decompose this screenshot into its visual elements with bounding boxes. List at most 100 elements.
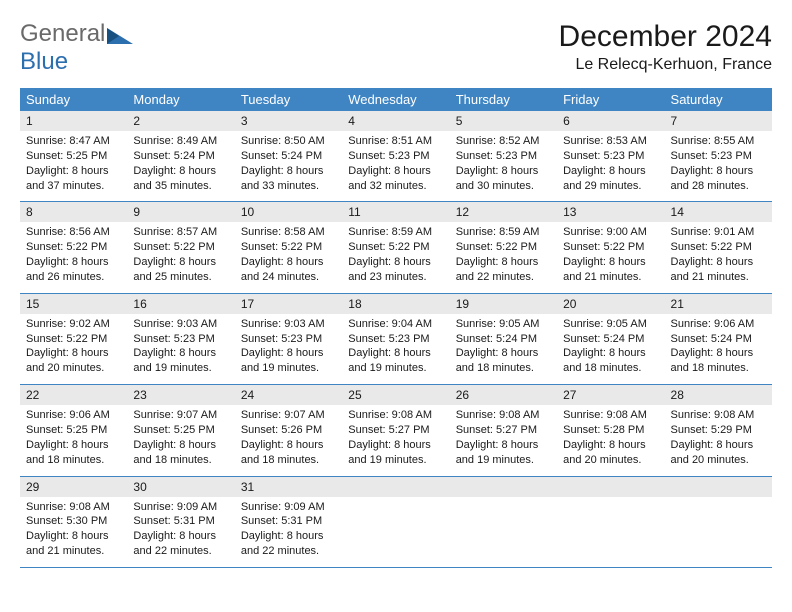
- day-body: Sunrise: 8:58 AMSunset: 5:22 PMDaylight:…: [235, 222, 342, 292]
- day-number: 29: [20, 477, 127, 497]
- calendar-table: SundayMondayTuesdayWednesdayThursdayFrid…: [20, 88, 772, 568]
- calendar-day-cell: 28Sunrise: 9:08 AMSunset: 5:29 PMDayligh…: [665, 385, 772, 476]
- day-body: Sunrise: 9:08 AMSunset: 5:27 PMDaylight:…: [450, 405, 557, 475]
- day-number: 24: [235, 385, 342, 405]
- calendar-week-row: 15Sunrise: 9:02 AMSunset: 5:22 PMDayligh…: [20, 293, 772, 384]
- calendar-day-cell: 6Sunrise: 8:53 AMSunset: 5:23 PMDaylight…: [557, 111, 664, 202]
- day-body: Sunrise: 9:03 AMSunset: 5:23 PMDaylight:…: [127, 314, 234, 384]
- day-number: 31: [235, 477, 342, 497]
- calendar-day-cell: 29Sunrise: 9:08 AMSunset: 5:30 PMDayligh…: [20, 476, 127, 567]
- calendar-day-cell: 9Sunrise: 8:57 AMSunset: 5:22 PMDaylight…: [127, 202, 234, 293]
- day-number: 20: [557, 294, 664, 314]
- day-number: 30: [127, 477, 234, 497]
- calendar-week-row: 29Sunrise: 9:08 AMSunset: 5:30 PMDayligh…: [20, 476, 772, 567]
- calendar-day-cell: 8Sunrise: 8:56 AMSunset: 5:22 PMDaylight…: [20, 202, 127, 293]
- day-body: Sunrise: 9:08 AMSunset: 5:27 PMDaylight:…: [342, 405, 449, 475]
- calendar-day-cell: 1Sunrise: 8:47 AMSunset: 5:25 PMDaylight…: [20, 111, 127, 202]
- day-number: 3: [235, 111, 342, 131]
- day-number: [557, 477, 664, 497]
- calendar-page: General Blue December 2024 Le Relecq-Ker…: [0, 0, 792, 578]
- day-body: [342, 497, 449, 553]
- calendar-day-cell: 23Sunrise: 9:07 AMSunset: 5:25 PMDayligh…: [127, 385, 234, 476]
- day-body: Sunrise: 8:56 AMSunset: 5:22 PMDaylight:…: [20, 222, 127, 292]
- calendar-day-cell: 18Sunrise: 9:04 AMSunset: 5:23 PMDayligh…: [342, 293, 449, 384]
- calendar-day-cell: [557, 476, 664, 567]
- calendar-day-cell: 21Sunrise: 9:06 AMSunset: 5:24 PMDayligh…: [665, 293, 772, 384]
- calendar-day-cell: 2Sunrise: 8:49 AMSunset: 5:24 PMDaylight…: [127, 111, 234, 202]
- calendar-day-cell: 3Sunrise: 8:50 AMSunset: 5:24 PMDaylight…: [235, 111, 342, 202]
- page-subtitle: Le Relecq-Kerhuon, France: [559, 56, 772, 74]
- calendar-day-cell: 11Sunrise: 8:59 AMSunset: 5:22 PMDayligh…: [342, 202, 449, 293]
- day-number: 21: [665, 294, 772, 314]
- logo-word-1: General: [20, 20, 105, 47]
- day-body: Sunrise: 8:49 AMSunset: 5:24 PMDaylight:…: [127, 131, 234, 201]
- day-body: Sunrise: 8:47 AMSunset: 5:25 PMDaylight:…: [20, 131, 127, 201]
- day-body: Sunrise: 8:55 AMSunset: 5:23 PMDaylight:…: [665, 131, 772, 201]
- day-number: 16: [127, 294, 234, 314]
- day-number: [342, 477, 449, 497]
- day-body: Sunrise: 9:08 AMSunset: 5:29 PMDaylight:…: [665, 405, 772, 475]
- calendar-day-cell: 5Sunrise: 8:52 AMSunset: 5:23 PMDaylight…: [450, 111, 557, 202]
- day-body: [557, 497, 664, 553]
- day-body: Sunrise: 9:09 AMSunset: 5:31 PMDaylight:…: [235, 497, 342, 567]
- day-number: 9: [127, 202, 234, 222]
- day-body: Sunrise: 9:07 AMSunset: 5:26 PMDaylight:…: [235, 405, 342, 475]
- calendar-day-cell: 15Sunrise: 9:02 AMSunset: 5:22 PMDayligh…: [20, 293, 127, 384]
- page-title: December 2024: [559, 20, 772, 54]
- day-body: Sunrise: 9:08 AMSunset: 5:30 PMDaylight:…: [20, 497, 127, 567]
- day-number: 22: [20, 385, 127, 405]
- calendar-day-cell: 14Sunrise: 9:01 AMSunset: 5:22 PMDayligh…: [665, 202, 772, 293]
- calendar-day-cell: 4Sunrise: 8:51 AMSunset: 5:23 PMDaylight…: [342, 111, 449, 202]
- logo-word-2: Blue: [20, 48, 68, 75]
- calendar-day-cell: 22Sunrise: 9:06 AMSunset: 5:25 PMDayligh…: [20, 385, 127, 476]
- day-number: 28: [665, 385, 772, 405]
- day-body: Sunrise: 9:06 AMSunset: 5:24 PMDaylight:…: [665, 314, 772, 384]
- day-number: 27: [557, 385, 664, 405]
- calendar-week-row: 1Sunrise: 8:47 AMSunset: 5:25 PMDaylight…: [20, 111, 772, 202]
- day-header: Tuesday: [235, 88, 342, 111]
- calendar-day-cell: [665, 476, 772, 567]
- calendar-day-cell: 31Sunrise: 9:09 AMSunset: 5:31 PMDayligh…: [235, 476, 342, 567]
- calendar-day-cell: 20Sunrise: 9:05 AMSunset: 5:24 PMDayligh…: [557, 293, 664, 384]
- day-body: Sunrise: 9:08 AMSunset: 5:28 PMDaylight:…: [557, 405, 664, 475]
- day-body: [450, 497, 557, 553]
- day-number: 5: [450, 111, 557, 131]
- day-number: 10: [235, 202, 342, 222]
- day-body: Sunrise: 8:50 AMSunset: 5:24 PMDaylight:…: [235, 131, 342, 201]
- calendar-day-cell: [450, 476, 557, 567]
- logo-text: General Blue: [20, 20, 105, 76]
- day-number: 1: [20, 111, 127, 131]
- day-number: 8: [20, 202, 127, 222]
- calendar-header-row: SundayMondayTuesdayWednesdayThursdayFrid…: [20, 88, 772, 111]
- day-number: [450, 477, 557, 497]
- day-body: Sunrise: 9:00 AMSunset: 5:22 PMDaylight:…: [557, 222, 664, 292]
- day-number: 7: [665, 111, 772, 131]
- logo: General Blue: [20, 20, 133, 76]
- calendar-day-cell: 10Sunrise: 8:58 AMSunset: 5:22 PMDayligh…: [235, 202, 342, 293]
- calendar-week-row: 22Sunrise: 9:06 AMSunset: 5:25 PMDayligh…: [20, 385, 772, 476]
- day-number: 6: [557, 111, 664, 131]
- day-body: Sunrise: 9:06 AMSunset: 5:25 PMDaylight:…: [20, 405, 127, 475]
- calendar-day-cell: 16Sunrise: 9:03 AMSunset: 5:23 PMDayligh…: [127, 293, 234, 384]
- day-number: 25: [342, 385, 449, 405]
- calendar-body: 1Sunrise: 8:47 AMSunset: 5:25 PMDaylight…: [20, 111, 772, 567]
- day-body: Sunrise: 9:05 AMSunset: 5:24 PMDaylight:…: [557, 314, 664, 384]
- day-body: Sunrise: 9:09 AMSunset: 5:31 PMDaylight:…: [127, 497, 234, 567]
- day-body: [665, 497, 772, 553]
- day-body: Sunrise: 9:03 AMSunset: 5:23 PMDaylight:…: [235, 314, 342, 384]
- day-header: Thursday: [450, 88, 557, 111]
- day-body: Sunrise: 8:57 AMSunset: 5:22 PMDaylight:…: [127, 222, 234, 292]
- day-number: 15: [20, 294, 127, 314]
- title-block: December 2024 Le Relecq-Kerhuon, France: [559, 20, 772, 74]
- day-number: 23: [127, 385, 234, 405]
- calendar-day-cell: 13Sunrise: 9:00 AMSunset: 5:22 PMDayligh…: [557, 202, 664, 293]
- logo-triangle-icon: [107, 24, 133, 49]
- day-header: Sunday: [20, 88, 127, 111]
- day-number: 19: [450, 294, 557, 314]
- calendar-day-cell: 12Sunrise: 8:59 AMSunset: 5:22 PMDayligh…: [450, 202, 557, 293]
- day-number: 2: [127, 111, 234, 131]
- day-header: Wednesday: [342, 88, 449, 111]
- day-number: 13: [557, 202, 664, 222]
- calendar-day-cell: [342, 476, 449, 567]
- day-number: 12: [450, 202, 557, 222]
